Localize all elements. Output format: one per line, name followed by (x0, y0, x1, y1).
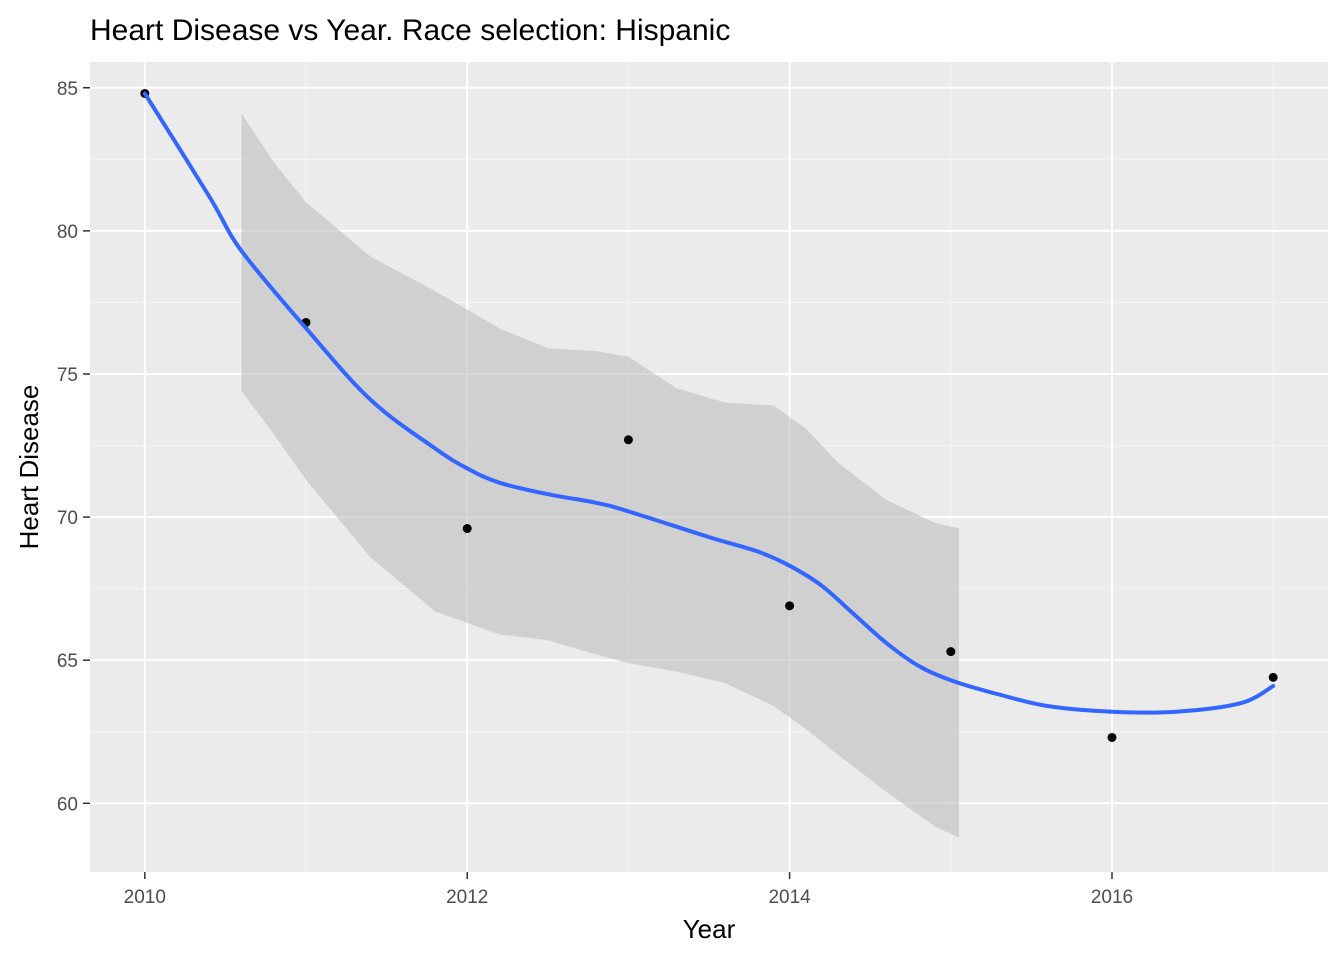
y-tick-label: 70 (57, 508, 78, 529)
y-axis-title: Heart Disease (14, 385, 44, 550)
x-tick-label: 2012 (446, 887, 488, 908)
data-point (946, 647, 956, 657)
y-tick-label: 65 (57, 651, 78, 672)
y-tick-label: 80 (57, 222, 78, 243)
data-point (623, 435, 633, 445)
x-tick-label: 2016 (1091, 887, 1133, 908)
y-tick-label: 75 (57, 365, 78, 386)
confidence-ribbon (241, 113, 959, 838)
data-point (1268, 672, 1278, 682)
chart-title: Heart Disease vs Year. Race selection: H… (90, 14, 730, 47)
data-point (1107, 732, 1117, 742)
y-tick-label: 60 (57, 794, 78, 815)
x-tick-label: 2014 (768, 887, 811, 908)
y-tick-label: 85 (57, 79, 78, 100)
x-tick-label: 2010 (124, 887, 166, 908)
x-axis-title: Year (683, 914, 736, 944)
x-axis: 2010 2012 2014 2016 (124, 872, 1133, 908)
data-point (462, 524, 472, 534)
y-axis: 60 65 70 75 80 85 (57, 79, 90, 815)
smooth-line (142, 91, 1276, 715)
data-point (785, 601, 795, 611)
